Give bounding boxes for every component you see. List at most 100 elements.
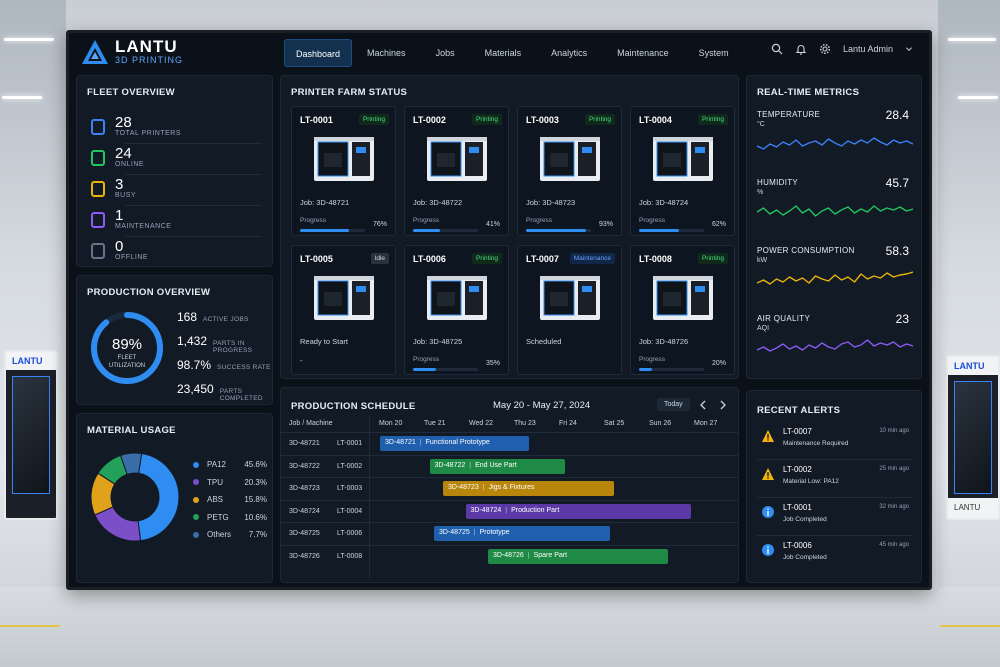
printer-card[interactable]: LT-0003 Printing Job: 3D-48723 Progress 93% xyxy=(517,106,622,236)
printer-card[interactable]: LT-0006 Printing Job: 3D-48725 Progress 35% xyxy=(404,245,509,375)
production-stat-value: 168 xyxy=(177,310,198,324)
floor xyxy=(0,587,1000,667)
alert-printer-id: LT-0006 xyxy=(783,541,812,550)
utilization-label: FLEET UTILIZATION xyxy=(108,355,146,369)
alert-item[interactable]: LT-0002 Material Low: PA12 25 min ago xyxy=(757,463,913,499)
printer-image xyxy=(427,137,487,181)
printer-icon xyxy=(91,149,105,166)
fleet-stat-label: MAINTENANCE xyxy=(115,223,172,230)
nav-jobs[interactable]: Jobs xyxy=(435,48,455,58)
schedule-range: May 20 - May 27, 2024 xyxy=(493,400,591,411)
nav-maintenance[interactable]: Maintenance xyxy=(617,48,669,58)
schedule-machine-id: LT-0002 xyxy=(337,462,363,470)
side-printer-logo: LANTU xyxy=(948,357,998,375)
divider xyxy=(125,236,262,237)
fleet-stat-label: BUSY xyxy=(115,192,137,199)
gantt-bar[interactable]: 3D-48721 | Functional Prototype xyxy=(380,436,529,451)
chevron-down-icon[interactable] xyxy=(905,45,913,53)
chevron-left-icon[interactable] xyxy=(699,400,707,410)
gantt-bar-job: 3D-48726 xyxy=(493,551,524,559)
printer-image xyxy=(314,137,374,181)
progress-label: Progress xyxy=(639,356,666,363)
gantt-bar[interactable]: 3D-48725 | Prototype xyxy=(434,526,610,541)
schedule-row: 3D-48726 LT-0008 3D-48726 | Spare Part xyxy=(281,544,738,567)
gantt-bar-task: Jigs & Fixtures xyxy=(488,484,535,491)
chevron-right-icon[interactable] xyxy=(719,400,727,410)
background-left xyxy=(0,0,66,667)
alert-item[interactable]: LT-0001 Job Completed 32 min ago xyxy=(757,501,913,537)
gear-icon[interactable] xyxy=(819,43,831,55)
gantt-bar[interactable]: 3D-48723 | Jigs & Fixtures xyxy=(443,481,614,496)
printer-card[interactable]: LT-0007 Maintenance Scheduled xyxy=(517,245,622,375)
alert-time: 45 min ago xyxy=(879,542,909,548)
printer-card[interactable]: LT-0008 Printing Job: 3D-48726 Progress 20% xyxy=(630,245,735,375)
alert-item[interactable]: LT-0007 Maintenance Required 10 min ago xyxy=(757,425,913,461)
background-right xyxy=(938,0,1000,667)
gantt-bar[interactable]: 3D-48726 | Spare Part xyxy=(488,548,668,564)
legend-label: Others xyxy=(207,530,232,539)
metric-name: HUMIDITY xyxy=(757,178,799,187)
legend-value: 15.8% xyxy=(244,495,267,504)
production-stat: 23,450 PARTS COMPLETED xyxy=(177,382,272,402)
nav-system[interactable]: System xyxy=(698,48,729,58)
user-name[interactable]: Lantu Admin xyxy=(842,44,893,54)
schedule-day: Sun 26 xyxy=(649,420,672,427)
production-stat-label: ACTIVE JOBS xyxy=(203,316,249,323)
progress-value: 35% xyxy=(485,360,500,367)
gantt-bar-task: Production Part xyxy=(511,506,560,514)
alert-item[interactable]: LT-0006 Job Completed 45 min ago xyxy=(757,539,913,575)
schedule-machine-id: LT-0004 xyxy=(337,507,363,515)
alert-printer-id: LT-0001 xyxy=(783,503,812,512)
schedule-day: Tue 21 xyxy=(424,420,446,427)
gantt-bar[interactable]: 3D-48722 | End Use Part xyxy=(429,458,565,474)
gantt-bar-job: 3D-48725 xyxy=(439,529,470,536)
alert-printer-id: LT-0007 xyxy=(783,427,812,436)
today-button[interactable]: Today xyxy=(657,398,690,411)
fleet-stat: 1 MAINTENANCE xyxy=(91,208,172,230)
printer-card[interactable]: LT-0004 Printing Job: 3D-48724 Progress 62% xyxy=(630,106,735,236)
bell-icon[interactable] xyxy=(795,43,807,55)
schedule-day: Sat 25 xyxy=(604,420,625,427)
printer-job: Job: 3D-48722 xyxy=(413,198,463,207)
status-badge: Printing xyxy=(584,114,615,125)
progress-value: - xyxy=(300,356,303,365)
schedule-day: Wed 22 xyxy=(469,420,493,427)
schedule-job-id: 3D-48724 xyxy=(289,507,320,515)
dashboard-screen: LANTU 3D PRINTING Dashboard Machines Job… xyxy=(66,30,932,590)
schedule-row: 3D-48725 LT-0006 3D-48725 | Prototype xyxy=(281,522,738,544)
panel-title: FLEET OVERVIEW xyxy=(87,87,175,98)
metric-value: 58.3 xyxy=(885,244,909,258)
brand-logo[interactable]: LANTU 3D PRINTING xyxy=(81,38,183,65)
fleet-stat-value: 24 xyxy=(115,145,132,162)
metric-name: TEMPERATURE xyxy=(757,110,821,119)
schedule-day: Mon 27 xyxy=(694,420,718,427)
search-icon[interactable] xyxy=(771,43,783,55)
printer-card[interactable]: LT-0002 Printing Job: 3D-48722 Progress 41% xyxy=(404,106,509,236)
printer-card[interactable]: LT-0001 Printing Job: 3D-48721 Progress 76% xyxy=(291,106,396,236)
printer-id: LT-0004 xyxy=(639,115,672,125)
printer-image xyxy=(427,276,487,320)
alert-message: Job Completed xyxy=(783,516,827,523)
panel-title: PRODUCTION SCHEDULE xyxy=(291,401,416,412)
fleet-stat: 0 OFFLINE xyxy=(91,239,148,261)
metric-value: 45.7 xyxy=(885,176,909,190)
progress-value: 41% xyxy=(485,221,500,228)
gantt-bar-task: Prototype xyxy=(479,529,510,536)
progress-bar xyxy=(413,229,478,232)
gantt-bar[interactable]: 3D-48724 | Production Part xyxy=(465,503,691,519)
legend-item: PETG 10.6% xyxy=(193,513,267,522)
production-stat-value: 23,450 xyxy=(177,382,214,396)
nav-analytics[interactable]: Analytics xyxy=(551,48,588,58)
donut-slice-others xyxy=(119,452,143,475)
nav-machines[interactable]: Machines xyxy=(367,48,406,58)
printer-icon xyxy=(91,118,105,135)
nav-materials[interactable]: Materials xyxy=(484,48,522,58)
info-icon xyxy=(762,506,774,518)
printer-card[interactable]: LT-0005 Idle Ready to Start - xyxy=(291,245,396,375)
gantt-bar-separator: | xyxy=(482,484,485,491)
schedule-day: Fri 24 xyxy=(559,420,577,427)
fleet-stat: 3 BUSY xyxy=(91,177,137,199)
legend-label: PETG xyxy=(207,512,229,522)
ceiling-light xyxy=(2,96,42,99)
nav-dashboard[interactable]: Dashboard xyxy=(284,39,353,67)
